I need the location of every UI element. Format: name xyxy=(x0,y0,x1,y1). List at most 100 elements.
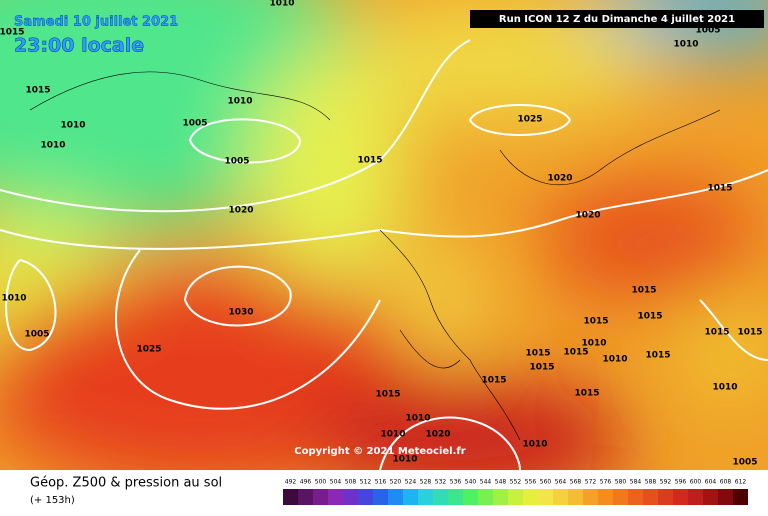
scale-swatch xyxy=(283,489,298,505)
isobar-label: 1005 xyxy=(732,458,757,468)
isobar-label: 1025 xyxy=(136,345,161,355)
isobar-label: 1015 xyxy=(637,312,662,322)
scale-label: 588 xyxy=(645,479,657,486)
isobar-label: 1025 xyxy=(517,115,542,125)
scale-label: 520 xyxy=(390,479,402,486)
scale-swatch xyxy=(673,489,688,505)
scale-swatch xyxy=(643,489,658,505)
scale-label: 536 xyxy=(450,479,462,486)
isobar-label: 1015 xyxy=(704,328,729,338)
copyright: Copyright © 2021 Meteociel.fr xyxy=(294,446,465,457)
scale-swatch xyxy=(478,489,493,505)
isobar-label: 1010 xyxy=(581,339,606,349)
scale-label: 580 xyxy=(615,479,627,486)
scale-label: 532 xyxy=(435,479,447,486)
scale-label: 524 xyxy=(405,479,417,486)
isobar-label: 1015 xyxy=(574,389,599,399)
isobar-label: 1005 xyxy=(224,157,249,167)
scale-label: 508 xyxy=(345,479,357,486)
isobar-label: 1010 xyxy=(380,430,405,440)
scale-swatch xyxy=(613,489,628,505)
scale-swatch xyxy=(313,489,328,505)
isobar-label: 1020 xyxy=(547,174,572,184)
scale-label: 592 xyxy=(660,479,672,486)
scale-label: 496 xyxy=(300,479,312,486)
scale-label: 492 xyxy=(285,479,297,486)
scale-label: 504 xyxy=(330,479,342,486)
scale-swatch xyxy=(373,489,388,505)
lead-time: (+ 153h) xyxy=(30,495,75,506)
scale-swatch xyxy=(508,489,523,505)
valid-time: 23:00 locale xyxy=(14,35,144,57)
scale-swatch xyxy=(568,489,583,505)
scale-swatch xyxy=(418,489,433,505)
scale-label: 556 xyxy=(525,479,537,486)
scale-label: 612 xyxy=(735,479,747,486)
valid-date: Samedi 10 juillet 2021 xyxy=(14,15,178,30)
scale-swatch xyxy=(703,489,718,505)
isobar-label: 1010 xyxy=(1,294,26,304)
scale-swatch xyxy=(718,489,733,505)
isobar-label: 1010 xyxy=(40,141,65,151)
scale-swatch xyxy=(538,489,553,505)
isobar-label: 1015 xyxy=(25,86,50,96)
isobar-label: 1015 xyxy=(707,184,732,194)
scale-swatch xyxy=(628,489,643,505)
isobar-label: 1010 xyxy=(602,355,627,365)
isobar-label: 1015 xyxy=(357,156,382,166)
scale-label: 548 xyxy=(495,479,507,486)
scale-swatch xyxy=(598,489,613,505)
isobars xyxy=(0,39,768,470)
scale-label: 584 xyxy=(630,479,642,486)
isobar-label: 1010 xyxy=(522,440,547,450)
scale-swatch xyxy=(448,489,463,505)
scale-label: 604 xyxy=(705,479,717,486)
isobar-label: 1010 xyxy=(227,97,252,107)
scale-swatch xyxy=(658,489,673,505)
isobar-label: 1015 xyxy=(375,390,400,400)
scale-swatch xyxy=(583,489,598,505)
scale-label: 528 xyxy=(420,479,432,486)
scale-label: 500 xyxy=(315,479,327,486)
scale-label: 540 xyxy=(465,479,477,486)
scale-swatch xyxy=(553,489,568,505)
color-scale: 492 496 500 504 508 512 516 520 524 528 532 536 540 5… xyxy=(283,479,748,505)
isobar-label: 1015 xyxy=(645,351,670,361)
isobar-label: 1005 xyxy=(695,26,720,36)
scale-label: 608 xyxy=(720,479,732,486)
run-info: Run ICON 12 Z du Dimanche 4 juillet 2021 xyxy=(499,14,735,25)
field xyxy=(0,0,768,470)
isobar-label: 1015 xyxy=(529,363,554,373)
isobar-label: 1015 xyxy=(583,317,608,327)
isobar-label: 1015 xyxy=(563,348,588,358)
isobar-label: 1015 xyxy=(481,376,506,386)
isobar-label: 1010 xyxy=(60,121,85,131)
isobar-label: 1020 xyxy=(228,206,253,216)
scale-label: 576 xyxy=(600,479,612,486)
scale-label: 568 xyxy=(570,479,582,486)
scale-label: 560 xyxy=(540,479,552,486)
scale-label: 512 xyxy=(360,479,372,486)
isobar-label: 1015 xyxy=(0,28,25,38)
isobar-label: 1010 xyxy=(392,455,417,465)
isobar-label: 1010 xyxy=(405,414,430,424)
scale-label: 596 xyxy=(675,479,687,486)
isobar-label: 1005 xyxy=(24,330,49,340)
isobar-label: 1010 xyxy=(712,383,737,393)
isobar-label: 1020 xyxy=(425,430,450,440)
isobar-label: 1020 xyxy=(575,211,600,221)
scale-label: 564 xyxy=(555,479,567,486)
scale-swatch xyxy=(433,489,448,505)
scale-swatch xyxy=(298,489,313,505)
scale-swatch xyxy=(358,489,373,505)
isobar-label: 1010 xyxy=(269,0,294,9)
scale-swatch xyxy=(328,489,343,505)
isobar-label: 1030 xyxy=(228,308,253,318)
footer-title: Géop. Z500 & pression au sol xyxy=(30,476,222,491)
scale-swatch xyxy=(388,489,403,505)
isobar-label: 1015 xyxy=(631,286,656,296)
scale-swatch xyxy=(688,489,703,505)
run-box xyxy=(470,10,764,28)
